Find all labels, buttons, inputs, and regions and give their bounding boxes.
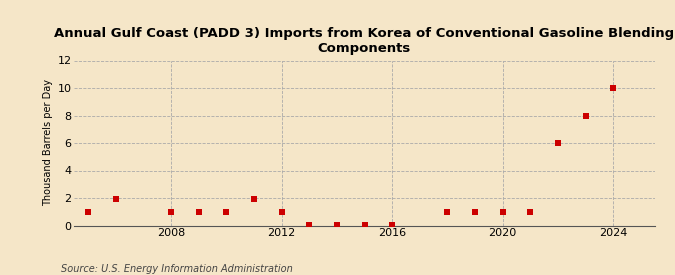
- Point: [580, 113, 591, 118]
- Title: Annual Gulf Coast (PADD 3) Imports from Korea of Conventional Gasoline Blending
: Annual Gulf Coast (PADD 3) Imports from …: [55, 27, 674, 55]
- Point: [331, 222, 342, 227]
- Point: [553, 141, 564, 145]
- Point: [387, 222, 398, 227]
- Point: [608, 86, 619, 90]
- Point: [248, 197, 259, 202]
- Point: [110, 197, 121, 202]
- Point: [165, 210, 176, 214]
- Point: [221, 210, 232, 214]
- Point: [359, 222, 370, 227]
- Point: [276, 210, 287, 214]
- Point: [470, 210, 481, 214]
- Point: [497, 210, 508, 214]
- Point: [193, 210, 204, 214]
- Point: [304, 222, 315, 227]
- Point: [525, 210, 536, 214]
- Text: Source: U.S. Energy Information Administration: Source: U.S. Energy Information Administ…: [61, 264, 292, 274]
- Y-axis label: Thousand Barrels per Day: Thousand Barrels per Day: [43, 79, 53, 207]
- Point: [82, 210, 93, 214]
- Point: [442, 210, 453, 214]
